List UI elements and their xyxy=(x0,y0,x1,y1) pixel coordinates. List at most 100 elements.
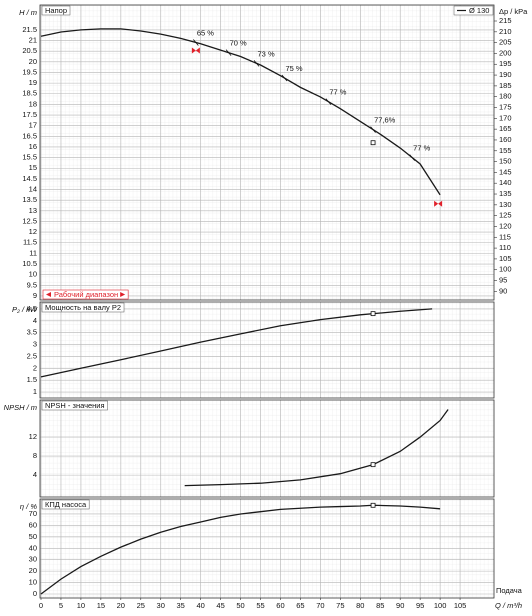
minor-grid xyxy=(40,5,494,300)
y2-tick-label: 195 xyxy=(499,59,512,68)
range-marker xyxy=(434,200,443,207)
panel-frame xyxy=(39,498,495,599)
y2-tick-label: 175 xyxy=(499,102,512,111)
y2-tick-label: 125 xyxy=(499,211,512,220)
panel-frame xyxy=(39,301,495,399)
panel-title: Напор xyxy=(45,6,67,15)
y2-tick-label: 180 xyxy=(499,92,512,101)
y-axis-label: P₂ / kW xyxy=(12,305,38,314)
y2-tick-label: 215 xyxy=(499,16,512,25)
x-tick-label: 85 xyxy=(376,601,384,610)
operating-point xyxy=(370,462,376,468)
y-tick-label: 17 xyxy=(29,121,37,130)
x-tick-label: 80 xyxy=(356,601,364,610)
y-tick-label: 9 xyxy=(33,291,37,300)
y2-tick-label: 110 xyxy=(499,243,511,252)
y-tick-label: 15 xyxy=(29,163,37,172)
minor-grid xyxy=(40,302,494,398)
y2-tick-label: 135 xyxy=(499,189,512,198)
y-tick-label: 4 xyxy=(33,470,37,479)
y2-tick-label: 120 xyxy=(499,221,512,230)
y-tick-label: 20 xyxy=(29,57,37,66)
range-marker xyxy=(191,47,200,54)
y-tick-label: 11 xyxy=(29,248,37,257)
y-tick-label: 13.5 xyxy=(22,195,37,204)
y2-tick-label: 140 xyxy=(499,178,512,187)
x-tick-label: 25 xyxy=(137,601,145,610)
x-tick-label: 10 xyxy=(77,601,85,610)
y-tick-label: 18 xyxy=(29,99,37,108)
y-tick-label: 9.5 xyxy=(27,280,37,289)
y-tick-label: 19.5 xyxy=(22,67,37,76)
x-tick-label: 95 xyxy=(416,601,424,610)
x-tick-label: 5 xyxy=(59,601,63,610)
y2-tick-label: 95 xyxy=(499,276,507,285)
y2-tick-label: 190 xyxy=(499,70,512,79)
y-tick-label: 40 xyxy=(29,543,37,552)
panel-title: NPSH - значения xyxy=(45,401,105,410)
operating-point xyxy=(370,502,376,508)
efficiency-label: 77 % xyxy=(329,88,346,97)
x-axis-label: Q / m³/h xyxy=(495,601,522,610)
y2-tick-label: 210 xyxy=(499,27,512,36)
x-tick-label: 70 xyxy=(316,601,324,610)
y-tick-label: 16.5 xyxy=(22,131,37,140)
minor-grid xyxy=(40,400,494,497)
x-tick-label: 55 xyxy=(256,601,264,610)
efficiency-tick xyxy=(409,154,415,161)
efficiency-label: 75 % xyxy=(285,64,302,73)
x-tick-label: 50 xyxy=(236,601,244,610)
operating-point xyxy=(370,140,376,146)
y-tick-label: 10 xyxy=(29,578,37,587)
x-tick-label: 75 xyxy=(336,601,344,610)
y-tick-label: 2 xyxy=(33,363,37,372)
x-tick-label: 0 xyxy=(39,601,43,610)
y-tick-label: 19 xyxy=(29,78,37,87)
panel-frame xyxy=(39,399,495,498)
range-arrow-right xyxy=(120,292,126,297)
x-tick-label: 90 xyxy=(396,601,404,610)
efficiency-tick xyxy=(225,49,232,56)
x-axis-sublabel: Подача xyxy=(496,586,523,595)
legend-label: Ø 130 xyxy=(469,6,489,15)
panel-title: КПД насоса xyxy=(45,500,87,509)
efficiency-label: 77,6% xyxy=(374,116,396,125)
efficiency-tick xyxy=(253,60,260,67)
y-tick-label: 14.5 xyxy=(22,174,37,183)
y-tick-label: 14 xyxy=(29,185,37,194)
y2-tick-label: 165 xyxy=(499,124,512,133)
efficiency-label: 73 % xyxy=(258,49,275,58)
y-tick-label: 21 xyxy=(29,36,37,45)
y2-tick-label: 185 xyxy=(499,81,512,90)
panel-title-box xyxy=(41,302,125,313)
curve xyxy=(184,409,449,487)
efficiency-tick xyxy=(325,98,332,105)
panel-title-box xyxy=(41,5,71,16)
y-tick-label: 11.5 xyxy=(23,238,37,247)
range-legend-box xyxy=(42,289,129,300)
y2-tick-label: 100 xyxy=(499,265,512,274)
x-tick-label: 100 xyxy=(434,601,447,610)
panel-frame xyxy=(39,4,495,301)
y-tick-label: 4.5 xyxy=(27,304,37,313)
x-tick-label: 30 xyxy=(157,601,165,610)
panel-title-box xyxy=(41,400,108,411)
y2-tick-label: 170 xyxy=(499,113,512,122)
efficiency-label: 70 % xyxy=(230,39,247,48)
y-tick-label: 12 xyxy=(29,432,37,441)
y-tick-label: 3 xyxy=(33,340,37,349)
y-tick-label: 10 xyxy=(29,270,37,279)
y2-tick-label: 105 xyxy=(499,254,512,263)
y-tick-label: 13 xyxy=(29,206,37,215)
y-tick-label: 17.5 xyxy=(22,110,37,119)
x-tick-label: 60 xyxy=(276,601,284,610)
y-tick-label: 60 xyxy=(29,520,37,529)
x-tick-label: 45 xyxy=(216,601,224,610)
efficiency-tick xyxy=(193,39,199,46)
y-axis-label: NPSH / m xyxy=(4,403,37,412)
y2-tick-label: 90 xyxy=(499,286,507,295)
y2-tick-label: 155 xyxy=(499,146,512,155)
y2-axis-label: Δp / kPa xyxy=(499,7,528,16)
panel-title-box xyxy=(41,499,90,510)
x-tick-label: 35 xyxy=(177,601,185,610)
